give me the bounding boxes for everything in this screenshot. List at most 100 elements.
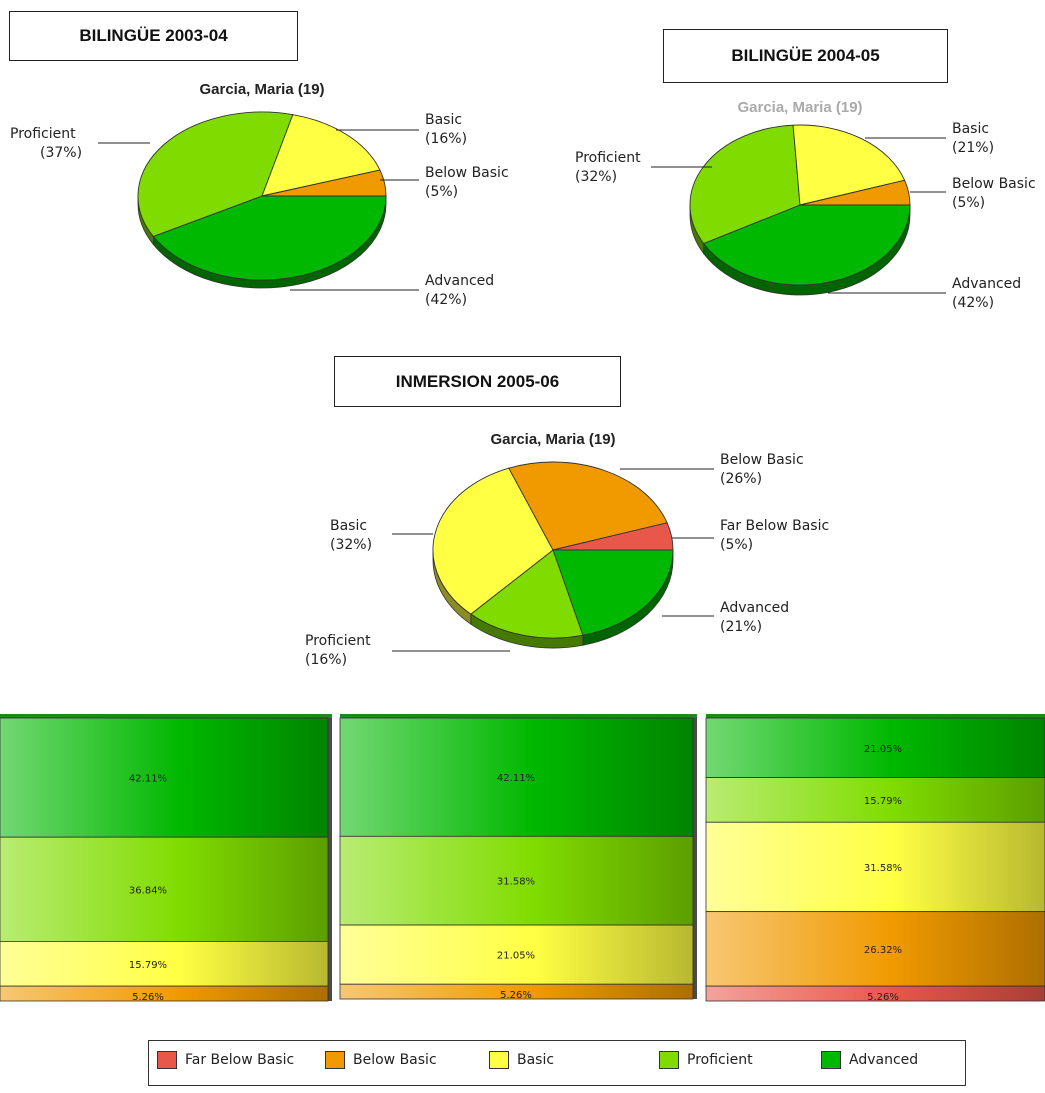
bar-segment-proficient <box>339 835 694 926</box>
slice-label: Proficient <box>305 633 371 649</box>
bar-value-label: 26.32% <box>864 945 902 956</box>
pie-slice-basic <box>261 114 381 197</box>
legend-label: Basic <box>517 1052 555 1068</box>
bar-value-label: 5.26% <box>500 990 532 1001</box>
slice-label: Basic <box>425 112 462 128</box>
slice-label: Advanced <box>952 276 1021 292</box>
pie-slice-proficient <box>470 549 584 639</box>
bar-value-label: 21.05% <box>497 951 535 962</box>
slice-pct-label: (37%) <box>40 145 82 161</box>
slice-label: Proficient <box>10 126 76 142</box>
slice-label: Basic <box>952 121 989 137</box>
legend-label: Proficient <box>687 1052 753 1068</box>
legend-label: Far Below Basic <box>185 1052 295 1068</box>
stacked-bar-1: 42.11% 31.58% 21.05% 5.26% <box>339 714 697 1001</box>
pie-chart-0: Garcia, Maria (19) Advanced (42%) Proficien… <box>10 81 509 308</box>
pie-slice-proficient <box>689 124 801 245</box>
stacked-bar-2: 21.05% 15.79% 31.58% 26.32% 5.26% <box>705 714 1045 1003</box>
bar-top-face <box>340 714 697 718</box>
bar-value-label: 5.26% <box>867 992 899 1003</box>
pie-slice-below-basic <box>799 179 911 206</box>
slice-pct-label: (5%) <box>952 195 985 211</box>
slice-label: Below Basic <box>720 452 804 468</box>
slice-pct-label: (16%) <box>305 652 347 668</box>
slice-label: Proficient <box>575 150 641 166</box>
slice-pct-label: (42%) <box>425 292 467 308</box>
bar-segment-far-below-basic <box>705 985 1045 1002</box>
bar-value-label: 42.11% <box>497 773 535 784</box>
pie-slice-proficient <box>137 111 294 238</box>
bar-segment-below-basic <box>339 983 694 1000</box>
header-box-2005: INMERSION 2005-06 <box>334 356 621 407</box>
pie-slice-basic <box>432 467 554 615</box>
slice-pct-label: (5%) <box>720 537 753 553</box>
bar-segment-proficient <box>0 836 329 942</box>
slice-label: Basic <box>330 518 367 534</box>
pie-slice-below-basic <box>508 461 668 551</box>
legend: Far Below Basic Below Basic Basic Profic… <box>148 1040 966 1086</box>
bar-segment-basic <box>705 821 1045 913</box>
pie-slice-far-below-basic <box>552 522 674 551</box>
legend-swatch-far-below-basic <box>157 1051 177 1069</box>
bar-value-label: 42.11% <box>129 774 167 785</box>
bar-segment-below-basic <box>705 911 1045 987</box>
pie-title: Garcia, Maria (19) <box>199 81 324 98</box>
slice-pct-label: (32%) <box>575 169 617 185</box>
pie-title: Garcia, Maria (19) <box>490 431 615 448</box>
bar-segment-proficient <box>705 777 1045 823</box>
slice-label: Below Basic <box>425 165 509 181</box>
bar-segment-basic <box>339 924 694 985</box>
slice-pct-label: (21%) <box>952 140 994 156</box>
slice-pct-label: (32%) <box>330 537 372 553</box>
slice-pct-label: (42%) <box>952 295 994 311</box>
bar-segment-advanced <box>339 717 694 837</box>
pie-slice-advanced <box>152 195 387 281</box>
legend-swatch-advanced <box>821 1051 841 1069</box>
bar-segment-advanced <box>705 717 1045 778</box>
legend-swatch-below-basic <box>325 1051 345 1069</box>
pie-slice-below-basic <box>261 169 387 197</box>
header-text: INMERSION 2005-06 <box>395 371 560 391</box>
legend-item: Advanced <box>821 1051 918 1069</box>
bar-value-label: 31.58% <box>497 877 535 888</box>
legend-label: Advanced <box>849 1052 919 1068</box>
slice-pct-label: (21%) <box>720 619 762 635</box>
header-text: BILINGÜE 2003-04 <box>79 26 228 45</box>
bar-top-face <box>706 714 1045 718</box>
legend-item: Below Basic <box>325 1051 437 1069</box>
legend-item: Proficient <box>659 1051 753 1069</box>
bar-depth <box>328 714 332 1001</box>
bar-top-face <box>0 714 332 718</box>
slice-pct-label: (5%) <box>425 184 458 200</box>
pie-slice-advanced <box>702 204 911 286</box>
bar-value-label: 15.79% <box>864 796 902 807</box>
bar-value-label: 15.79% <box>129 960 167 971</box>
slice-pct-label: (26%) <box>720 471 762 487</box>
header-box-2003: BILINGÜE 2003-04 <box>9 11 298 61</box>
bar-value-label: 21.05% <box>864 744 902 755</box>
slice-label: Below Basic <box>952 176 1036 192</box>
pie-slice-advanced <box>552 549 674 636</box>
slice-pct-label: (16%) <box>425 131 467 147</box>
charts-canvas: Garcia, Maria (19) Advanced (42%) Proficien… <box>0 81 1045 1003</box>
slice-label: Far Below Basic <box>720 518 829 534</box>
bar-value-label: 36.84% <box>129 885 167 896</box>
pie-slice-basic <box>792 124 906 206</box>
pie-chart-1: Garcia, Maria (19) Advanced (42%) Proficien… <box>575 99 1036 311</box>
header-box-2004: BILINGÜE 2004-05 <box>663 29 948 83</box>
legend-label: Below Basic <box>353 1052 437 1068</box>
pie-title: Garcia, Maria (19) <box>737 99 862 116</box>
bar-segment-below-basic <box>0 985 329 1002</box>
bar-segment-advanced <box>0 717 329 838</box>
bar-value-label: 31.58% <box>864 863 902 874</box>
slice-label: Advanced <box>720 600 789 616</box>
slice-label: Advanced <box>425 273 494 289</box>
legend-item: Basic <box>489 1051 554 1069</box>
legend-item: Far Below Basic <box>157 1051 294 1069</box>
legend-swatch-proficient <box>659 1051 679 1069</box>
header-text: BILINGÜE 2004-05 <box>731 46 880 65</box>
stacked-bar-0: 42.11% 36.84% 15.79% 5.26% <box>0 714 332 1003</box>
bar-depth <box>693 714 697 999</box>
legend-swatch-basic <box>489 1051 509 1069</box>
pie-chart-2: Garcia, Maria (19) Advanced (21%) Proficien… <box>305 431 829 668</box>
